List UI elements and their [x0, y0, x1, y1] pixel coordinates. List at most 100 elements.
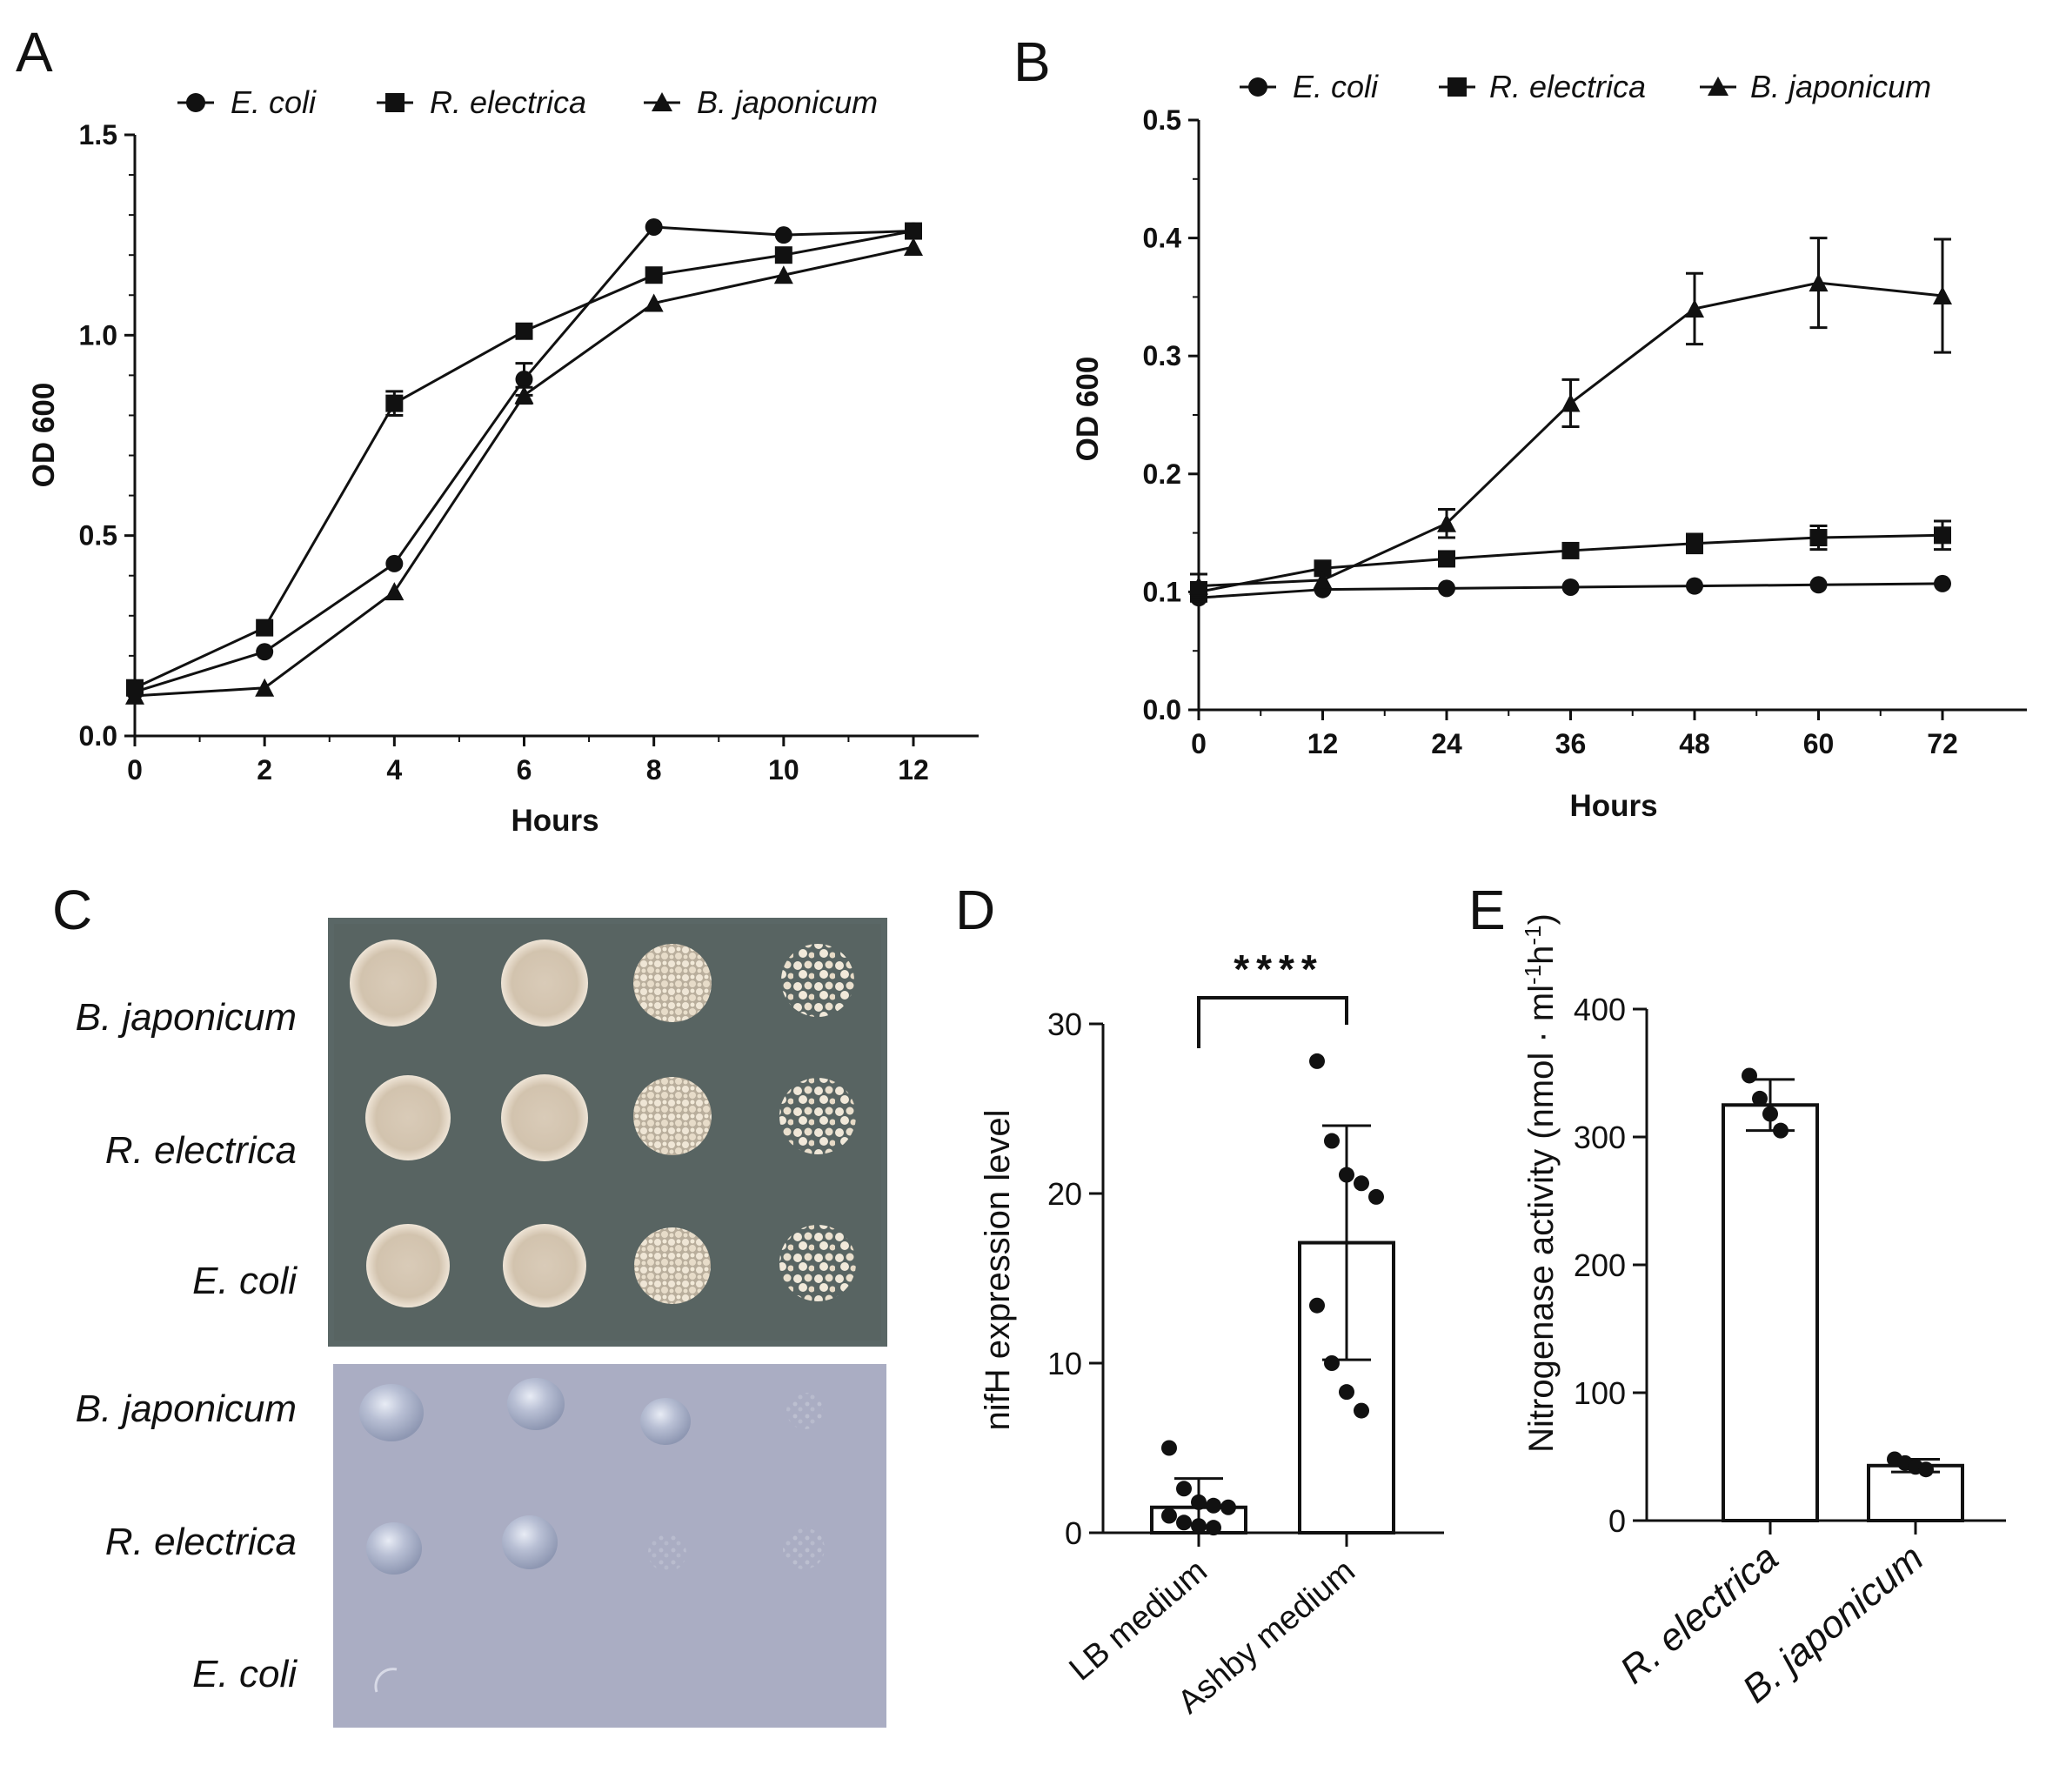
data-point	[1314, 559, 1332, 578]
data-point	[1561, 578, 1580, 596]
data-point	[774, 246, 792, 264]
data-point	[125, 685, 144, 705]
y-tick-label: 0.0	[1143, 694, 1181, 725]
bar-chart-e: Nitrogenase activity (nmol · ml-1h-1) 0 1…	[1520, 913, 2006, 1711]
data-point	[645, 217, 663, 236]
x-tick-label: 24	[1431, 728, 1462, 759]
drop-spot	[374, 1668, 398, 1693]
bar-chart-d: nifH expression level **** 0 10 20 30 LB med…	[979, 946, 1444, 1721]
data-point	[385, 394, 404, 412]
data-point	[1685, 298, 1704, 318]
series-line	[134, 225, 914, 693]
data-point	[514, 385, 534, 405]
legend-label-relectrica: R. electrica	[430, 84, 586, 120]
data-point	[1742, 1067, 1757, 1084]
y-tick-label: 30	[1047, 1006, 1082, 1042]
data-point	[1773, 1122, 1789, 1139]
triangle-marker-icon	[1708, 77, 1728, 96]
y-axis-title-e: Nitrogenase activity (nmol · ml-1h-1)	[1520, 913, 1561, 1453]
data-point	[1561, 541, 1580, 559]
strain-label: R. electrica	[105, 1521, 297, 1563]
legend-label-relectrica: R. electrica	[1489, 69, 1646, 104]
colony-spot	[501, 1074, 588, 1161]
colony-spot	[501, 939, 588, 1026]
data-point	[1220, 1499, 1236, 1515]
colony-spot	[633, 1077, 712, 1155]
data-point	[385, 554, 404, 572]
y-tick-label: 0.0	[79, 720, 117, 752]
data-point	[1161, 1508, 1177, 1524]
y-tick-label: 400	[1574, 992, 1626, 1027]
x-tick-label: 0	[1191, 728, 1207, 759]
y-tick-label: 0	[1608, 1503, 1626, 1539]
colony-spot	[365, 1075, 451, 1160]
x-axis-title-b: Hours	[1569, 789, 1657, 823]
data-point	[515, 371, 533, 389]
panel-letter-b: B	[1013, 30, 1051, 93]
y-tick-label: 0.5	[1143, 104, 1181, 136]
data-point	[1339, 1384, 1354, 1401]
data-point	[644, 293, 664, 312]
legend-b: E. coli R. electrica B. japonicum	[1240, 69, 1931, 104]
series-line	[134, 230, 914, 690]
y-tick-label: 0.2	[1143, 458, 1181, 490]
strain-label: B. japonicum	[76, 996, 297, 1039]
colony-spot	[779, 1225, 856, 1301]
data-point	[1176, 1481, 1192, 1497]
data-point	[1762, 1106, 1778, 1122]
drop-spot	[502, 1515, 558, 1569]
data-point	[1206, 1520, 1221, 1536]
data-point	[1934, 574, 1951, 592]
growth-chart-a: E. coli R. electrica B. japonicum OD 600…	[27, 84, 979, 838]
data-point	[384, 582, 405, 601]
y-tick-label: 0.3	[1143, 340, 1181, 371]
y-tick-label: 100	[1574, 1375, 1626, 1411]
drop-spot	[648, 1534, 686, 1572]
data-point	[515, 322, 533, 340]
data-point	[1324, 1133, 1340, 1149]
data-point	[1561, 393, 1581, 412]
x-tick-label: 0	[127, 754, 143, 786]
data-point	[1191, 1494, 1207, 1510]
x-tick-label: 2	[257, 754, 272, 786]
y-tick-label: 300	[1574, 1120, 1626, 1155]
y-tick-label: 200	[1574, 1247, 1626, 1283]
data-point	[1752, 1090, 1768, 1107]
colony-spot	[350, 939, 437, 1026]
data-point	[1309, 1053, 1325, 1069]
strain-label: R. electrica	[105, 1129, 297, 1172]
data-point	[1161, 1440, 1177, 1456]
panel-letter-a: A	[16, 21, 53, 84]
x-axis-title-a: Hours	[511, 804, 598, 838]
x-tick-label: 36	[1555, 728, 1587, 759]
x-tick-label: 10	[768, 754, 799, 786]
data-point	[1354, 1402, 1369, 1419]
data-point	[1934, 526, 1951, 545]
y-axis-title-b: OD 600	[1071, 357, 1105, 462]
legend-label-ecoli: E. coli	[1293, 69, 1379, 104]
x-category-label: LB medium	[1063, 1553, 1214, 1688]
legend-label-bjaponicum: B. japonicum	[1750, 69, 1931, 104]
x-tick-label: 72	[1927, 728, 1958, 759]
y-tick-label: 1.5	[79, 119, 117, 150]
x-tick-label: 12	[898, 754, 929, 786]
data-point	[1313, 570, 1333, 589]
data-point	[1809, 576, 1828, 594]
data-point	[256, 619, 274, 637]
drop-spot	[786, 1393, 823, 1429]
data-point	[1309, 1297, 1325, 1314]
x-tick-label: 12	[1307, 728, 1339, 759]
strain-label: E. coli	[192, 1260, 298, 1302]
colony-spot	[366, 1224, 450, 1307]
circle-marker-icon	[1248, 77, 1267, 97]
square-marker-icon	[385, 93, 405, 112]
data-point	[1918, 1461, 1934, 1478]
drop-spot	[507, 1378, 565, 1430]
significance-label: ****	[1234, 946, 1324, 992]
y-axis-title-d: nifH expression level	[979, 1109, 1017, 1430]
bar	[1722, 1103, 1819, 1522]
data-point	[1339, 1167, 1354, 1183]
data-point	[645, 266, 663, 284]
data-point	[773, 265, 793, 284]
